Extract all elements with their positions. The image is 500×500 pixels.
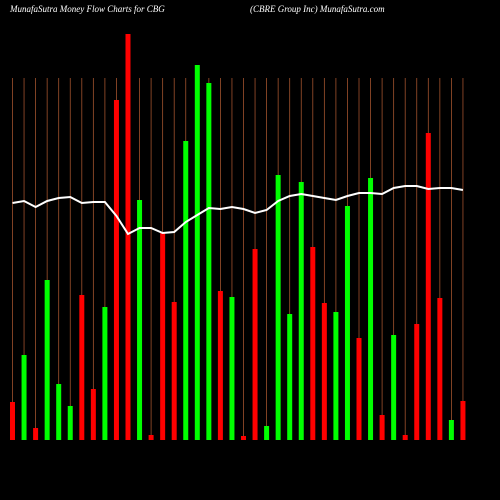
chart-subtitle: (CBRE Group Inc) MunafaSutra.com [250, 4, 385, 14]
bar [125, 34, 131, 440]
bar [391, 335, 397, 440]
bar [241, 436, 246, 440]
bar [113, 100, 119, 440]
bar [414, 324, 420, 440]
bar [79, 295, 85, 440]
bar [252, 249, 258, 440]
bar [310, 247, 316, 440]
bar [402, 435, 408, 440]
bar [10, 402, 15, 440]
bar [333, 312, 339, 440]
bar [33, 428, 39, 440]
bar [287, 314, 293, 440]
bar [21, 355, 27, 440]
bar [148, 435, 154, 440]
money-flow-line [12, 185, 464, 236]
bar [217, 291, 223, 440]
bar [448, 420, 454, 440]
bar [368, 178, 374, 440]
bar [425, 133, 431, 440]
bar [437, 298, 443, 440]
bar [90, 389, 96, 440]
bar [344, 206, 350, 440]
bar [56, 384, 62, 440]
bar [67, 406, 73, 440]
bar [171, 302, 177, 440]
bar [379, 415, 385, 440]
bar [298, 182, 304, 440]
bar [356, 338, 362, 440]
bar [275, 175, 281, 440]
bar [460, 401, 466, 440]
bar [183, 141, 189, 440]
bar [137, 200, 143, 440]
bar [44, 280, 50, 440]
chart-title: MunafaSutra Money Flow Charts for CBG [9, 4, 165, 14]
bar [321, 303, 327, 440]
bar [229, 297, 235, 440]
bar [264, 426, 270, 440]
bar [206, 83, 212, 440]
bar [160, 233, 166, 440]
bar [194, 65, 200, 440]
bar [102, 307, 108, 440]
